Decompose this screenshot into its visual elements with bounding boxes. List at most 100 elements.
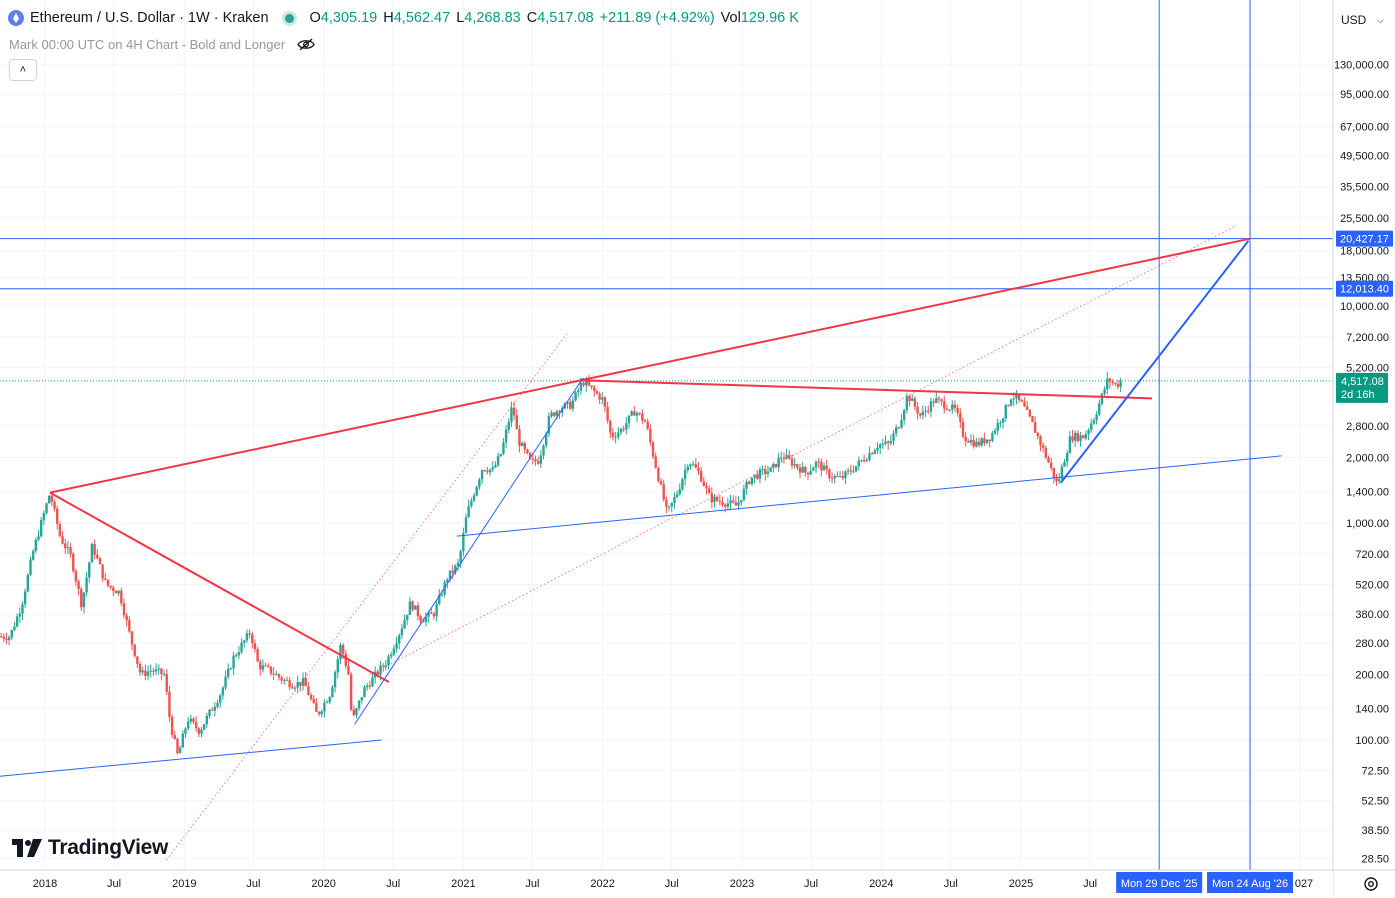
candle-body: [419, 616, 422, 622]
trendline[interactable]: [49, 237, 1251, 494]
candle-body: [1087, 429, 1090, 435]
candle-body: [945, 408, 949, 410]
candle: [202, 724, 206, 731]
candle: [1103, 386, 1106, 397]
open-label: O: [309, 10, 321, 26]
candle: [603, 396, 607, 413]
candle: [90, 542, 94, 563]
level-badge[interactable]: [1336, 280, 1393, 297]
candle-body: [502, 442, 505, 455]
candle-body: [753, 474, 756, 478]
candle: [454, 564, 457, 575]
y-tick-label: 100.00: [1355, 735, 1389, 747]
candle: [806, 472, 810, 480]
symbol-title[interactable]: Ethereum / U.S. Dollar · 1W · Kraken: [30, 10, 269, 26]
candle-body: [1095, 414, 1098, 421]
tradingview-logo[interactable]: TradingView: [12, 836, 168, 860]
candle-body: [598, 393, 601, 400]
candle-body: [569, 401, 572, 409]
candle: [849, 464, 852, 475]
candle: [58, 521, 62, 538]
candle-body: [496, 456, 500, 466]
trendlines[interactable]: [0, 237, 1282, 777]
trendline[interactable]: [0, 739, 382, 777]
candle-body: [448, 570, 452, 580]
eye-off-icon[interactable]: [296, 38, 315, 51]
candle: [980, 437, 983, 448]
candle: [21, 601, 24, 620]
candle: [1092, 417, 1096, 425]
candle: [916, 401, 919, 420]
gear-icon[interactable]: [1360, 873, 1382, 895]
candle-body: [23, 591, 27, 605]
candle-body: [571, 400, 575, 409]
candle-body: [1076, 433, 1080, 441]
trendline[interactable]: [456, 455, 1282, 537]
candle-body: [1060, 466, 1064, 480]
date-marker-badge[interactable]: [1116, 872, 1203, 893]
candle: [301, 672, 305, 691]
y-tick-label: 280.00: [1355, 638, 1389, 650]
candle-body: [857, 460, 860, 466]
candle: [641, 409, 644, 425]
trendline[interactable]: [49, 491, 390, 683]
candle: [721, 496, 724, 508]
candle: [929, 397, 933, 418]
candle-body: [56, 508, 59, 525]
candle: [323, 699, 326, 718]
candle: [542, 444, 545, 460]
candle: [411, 600, 414, 612]
candle: [897, 426, 901, 430]
candle: [336, 655, 339, 679]
candle: [611, 427, 615, 441]
candle-body: [825, 465, 828, 470]
candle-body: [1033, 422, 1037, 433]
candle: [1001, 417, 1005, 429]
trendline[interactable]: [354, 377, 584, 725]
candle: [371, 672, 374, 687]
candle: [689, 463, 692, 470]
candle: [828, 467, 831, 482]
candle: [745, 480, 748, 495]
candle: [951, 400, 954, 414]
candle-body: [261, 665, 265, 670]
candle: [224, 670, 227, 691]
date-marker-badge[interactable]: [1207, 872, 1294, 893]
candle: [766, 465, 770, 478]
candle-body: [64, 543, 67, 549]
candle-body: [424, 616, 428, 622]
candle-body: [908, 396, 911, 401]
candle-body: [761, 469, 764, 471]
candle: [790, 454, 794, 470]
candle: [975, 437, 978, 448]
candle-body: [125, 615, 128, 621]
trendline[interactable]: [579, 379, 1152, 400]
candle-body: [1065, 453, 1069, 462]
candle-body: [400, 628, 404, 636]
candle: [232, 651, 235, 675]
candle-body: [641, 413, 644, 421]
candle-body: [766, 471, 770, 474]
candle: [825, 459, 828, 475]
indicator-legend[interactable]: Mark 00:00 UTC on 4H Chart - Bold and Lo…: [9, 37, 315, 52]
candle-body: [967, 441, 970, 443]
candle-body: [128, 620, 131, 632]
candle: [569, 399, 572, 410]
candle-body: [31, 550, 35, 560]
candle: [291, 683, 294, 690]
candle: [392, 645, 396, 657]
currency-selector[interactable]: USD ⌵: [1335, 7, 1390, 33]
candle: [237, 646, 241, 660]
candle: [630, 410, 633, 417]
trendline[interactable]: [1059, 240, 1250, 484]
candle-body: [307, 686, 310, 696]
candle: [972, 434, 975, 449]
candle: [462, 527, 465, 557]
candle: [1082, 434, 1085, 439]
level-badge[interactable]: [1336, 230, 1393, 247]
candle-body: [670, 502, 673, 507]
collapse-legend-button[interactable]: ˄: [9, 59, 37, 81]
candle-body: [1068, 436, 1072, 454]
candle-body: [154, 669, 158, 672]
